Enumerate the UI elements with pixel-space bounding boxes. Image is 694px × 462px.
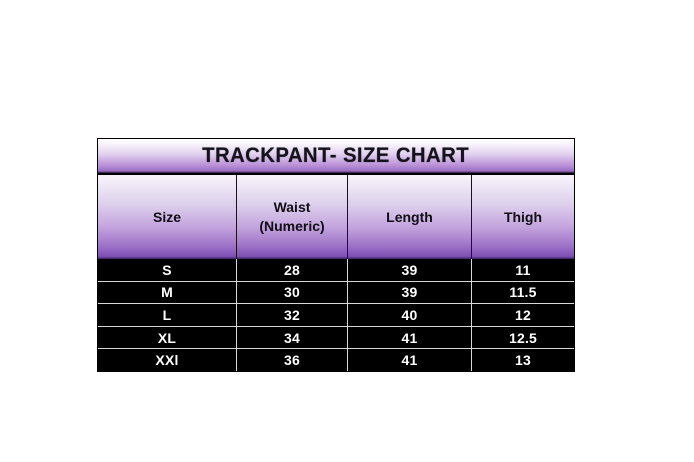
cell-length: 39 (348, 259, 472, 281)
cell-length: 41 (348, 326, 472, 349)
column-header-length: Length (348, 175, 472, 259)
cell-size: XXl (98, 349, 237, 371)
cell-size: L (98, 304, 237, 326)
table-row: XXl 36 41 13 (98, 349, 574, 371)
cell-size: S (98, 259, 237, 281)
table-header-row: Size Waist (Numeric) Length Thigh (98, 175, 574, 259)
cell-waist: 30 (237, 281, 348, 304)
column-header-waist: Waist (Numeric) (237, 175, 348, 259)
table-row: L 32 40 12 (98, 304, 574, 327)
cell-waist: 28 (237, 259, 348, 281)
table-row: XL 34 41 12.5 (98, 326, 574, 350)
column-header-waist-label: Waist (273, 199, 311, 216)
chart-title-band: TRACKPANT- SIZE CHART (98, 139, 574, 175)
cell-thigh: 13 (515, 352, 531, 369)
cell-thigh: 11.5 (509, 284, 537, 301)
cell-waist: 36 (237, 349, 348, 371)
cell-thigh: 11 (515, 261, 531, 278)
cell-size: XL (98, 326, 237, 349)
column-header-size-label: Size (152, 208, 181, 225)
table-row: M 30 39 11.5 (98, 281, 574, 305)
column-header-thigh-label: Thigh (503, 208, 543, 225)
column-header-thigh: Thigh (472, 175, 574, 259)
cell-thigh: 12 (515, 306, 531, 323)
cell-length: 39 (348, 281, 472, 304)
cell-waist: 32 (237, 304, 348, 326)
cell-thigh: 12.5 (508, 329, 538, 346)
cell-waist: 34 (237, 326, 348, 349)
cell-size: M (98, 281, 237, 304)
column-header-size: Size (98, 175, 237, 259)
table-row: S 28 39 11 (98, 259, 574, 282)
column-header-waist-sublabel: (Numeric) (259, 218, 325, 234)
cell-length: 41 (348, 349, 472, 371)
cell-length: 40 (348, 304, 472, 326)
size-chart-table: TRACKPANT- SIZE CHART Size Waist (Numeri… (97, 138, 575, 372)
table-body: S 28 39 11 M 30 39 11.5 L 32 40 12 XL 34… (98, 259, 574, 371)
chart-title: TRACKPANT- SIZE CHART (202, 144, 470, 167)
column-header-length-label: Length (386, 208, 433, 225)
